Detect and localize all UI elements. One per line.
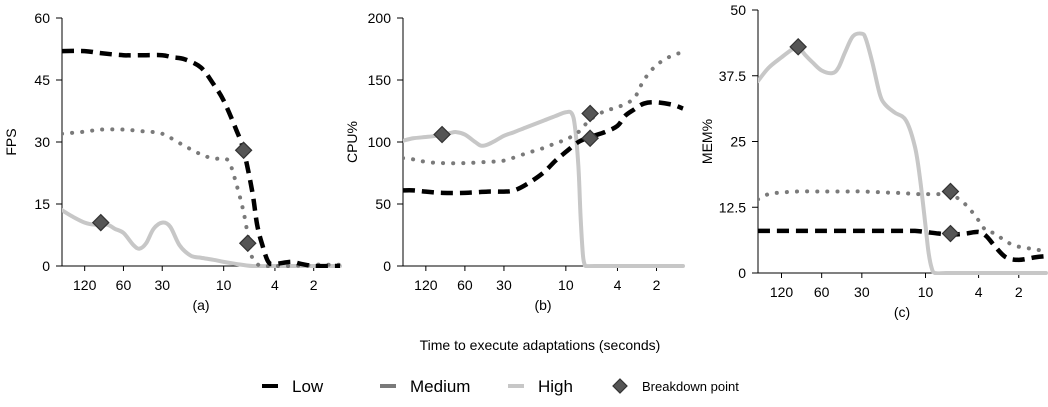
series-line-high bbox=[403, 109, 685, 268]
y-axis-label: CPU% bbox=[344, 121, 360, 163]
y-tick-label: 25 bbox=[730, 134, 746, 150]
x-tick-label: 4 bbox=[614, 277, 622, 293]
breakdown-point-marker bbox=[433, 125, 451, 144]
x-tick-label: 60 bbox=[814, 284, 830, 300]
x-tick-label: 2 bbox=[653, 277, 661, 293]
y-tick-label: 0 bbox=[42, 258, 50, 274]
y-tick-label: 150 bbox=[368, 72, 392, 88]
y-tick-label: 200 bbox=[368, 10, 392, 26]
breakdown-point-marker bbox=[234, 141, 253, 160]
panel-label: (a) bbox=[192, 297, 209, 313]
y-axis-label: MEM% bbox=[699, 119, 715, 164]
y-tick-label: 15 bbox=[34, 196, 50, 212]
y-tick-label: 50 bbox=[730, 2, 746, 18]
y-tick-label: 50 bbox=[375, 196, 391, 212]
series-line-medium bbox=[758, 189, 1048, 254]
y-tick-label: 60 bbox=[34, 10, 50, 26]
x-tick-label: 4 bbox=[271, 277, 279, 293]
y-tick-label: 100 bbox=[368, 134, 392, 150]
panel-label: (c) bbox=[894, 304, 910, 320]
y-tick-label: 30 bbox=[34, 134, 50, 150]
x-tick-label: 120 bbox=[73, 277, 97, 293]
breakdown-point-marker bbox=[941, 224, 960, 243]
panel-1: 0 15 30 45 60 120 60 30 10 4 2 FPS (a) bbox=[3, 10, 342, 313]
breakdown-point-marker bbox=[581, 129, 599, 148]
panel-label: (b) bbox=[534, 297, 551, 313]
breakdown-point-marker bbox=[941, 182, 960, 201]
y-tick-label: 37.5 bbox=[719, 68, 746, 84]
legend-label: Medium bbox=[410, 377, 470, 396]
x-tick-label: 30 bbox=[496, 277, 512, 293]
x-tick-label: 2 bbox=[310, 277, 318, 293]
legend-label: Low bbox=[292, 377, 324, 396]
y-tick-label: 0 bbox=[383, 258, 391, 274]
breakdown-point-marker bbox=[581, 104, 599, 123]
series-line-low bbox=[758, 228, 1047, 263]
y-tick-label: 0 bbox=[738, 265, 746, 281]
shared-x-axis-label: Time to execute adaptations (seconds) bbox=[420, 337, 661, 353]
x-tick-label: 2 bbox=[1015, 284, 1023, 300]
breakdown-point-marker bbox=[91, 213, 110, 232]
series-line-medium bbox=[62, 127, 342, 268]
x-tick-label: 10 bbox=[216, 277, 232, 293]
x-tick-label: 4 bbox=[975, 284, 983, 300]
y-tick-label: 12.5 bbox=[719, 199, 746, 215]
legend-swatch-breakdown bbox=[612, 378, 628, 394]
x-tick-label: 60 bbox=[116, 277, 132, 293]
series-group bbox=[758, 31, 1048, 275]
series-line-medium bbox=[403, 50, 685, 166]
panel-3: 0 12.5 25 37.5 50 120 60 30 10 4 2 MEM% (c) bbox=[699, 2, 1048, 320]
series-line-high bbox=[758, 31, 1048, 275]
series-group bbox=[403, 50, 685, 268]
x-tick-label: 120 bbox=[770, 284, 794, 300]
legend-item-medium: Medium bbox=[380, 377, 470, 396]
legend-label: High bbox=[538, 377, 573, 396]
x-tick-label: 30 bbox=[154, 277, 170, 293]
x-tick-label: 10 bbox=[558, 277, 574, 293]
legend-item-breakdown: Breakdown point bbox=[612, 378, 739, 394]
legend-label: Breakdown point bbox=[642, 379, 739, 394]
x-tick-label: 30 bbox=[854, 284, 870, 300]
legend-item-low: Low bbox=[262, 377, 324, 396]
legend: Low Medium High Breakdown point bbox=[262, 377, 739, 396]
breakdown-point-marker bbox=[238, 234, 257, 253]
panel-2: 0 50 100 150 200 120 60 30 10 4 2 CPU% (b) bbox=[344, 10, 685, 313]
series-line-low bbox=[62, 48, 340, 268]
x-tick-label: 10 bbox=[918, 284, 934, 300]
x-tick-label: 120 bbox=[414, 277, 438, 293]
breakdown-point-marker bbox=[789, 37, 808, 56]
y-tick-label: 45 bbox=[34, 72, 50, 88]
legend-item-high: High bbox=[508, 377, 573, 396]
x-tick-label: 60 bbox=[457, 277, 473, 293]
series-group bbox=[62, 48, 342, 268]
y-axis-label: FPS bbox=[3, 128, 19, 155]
